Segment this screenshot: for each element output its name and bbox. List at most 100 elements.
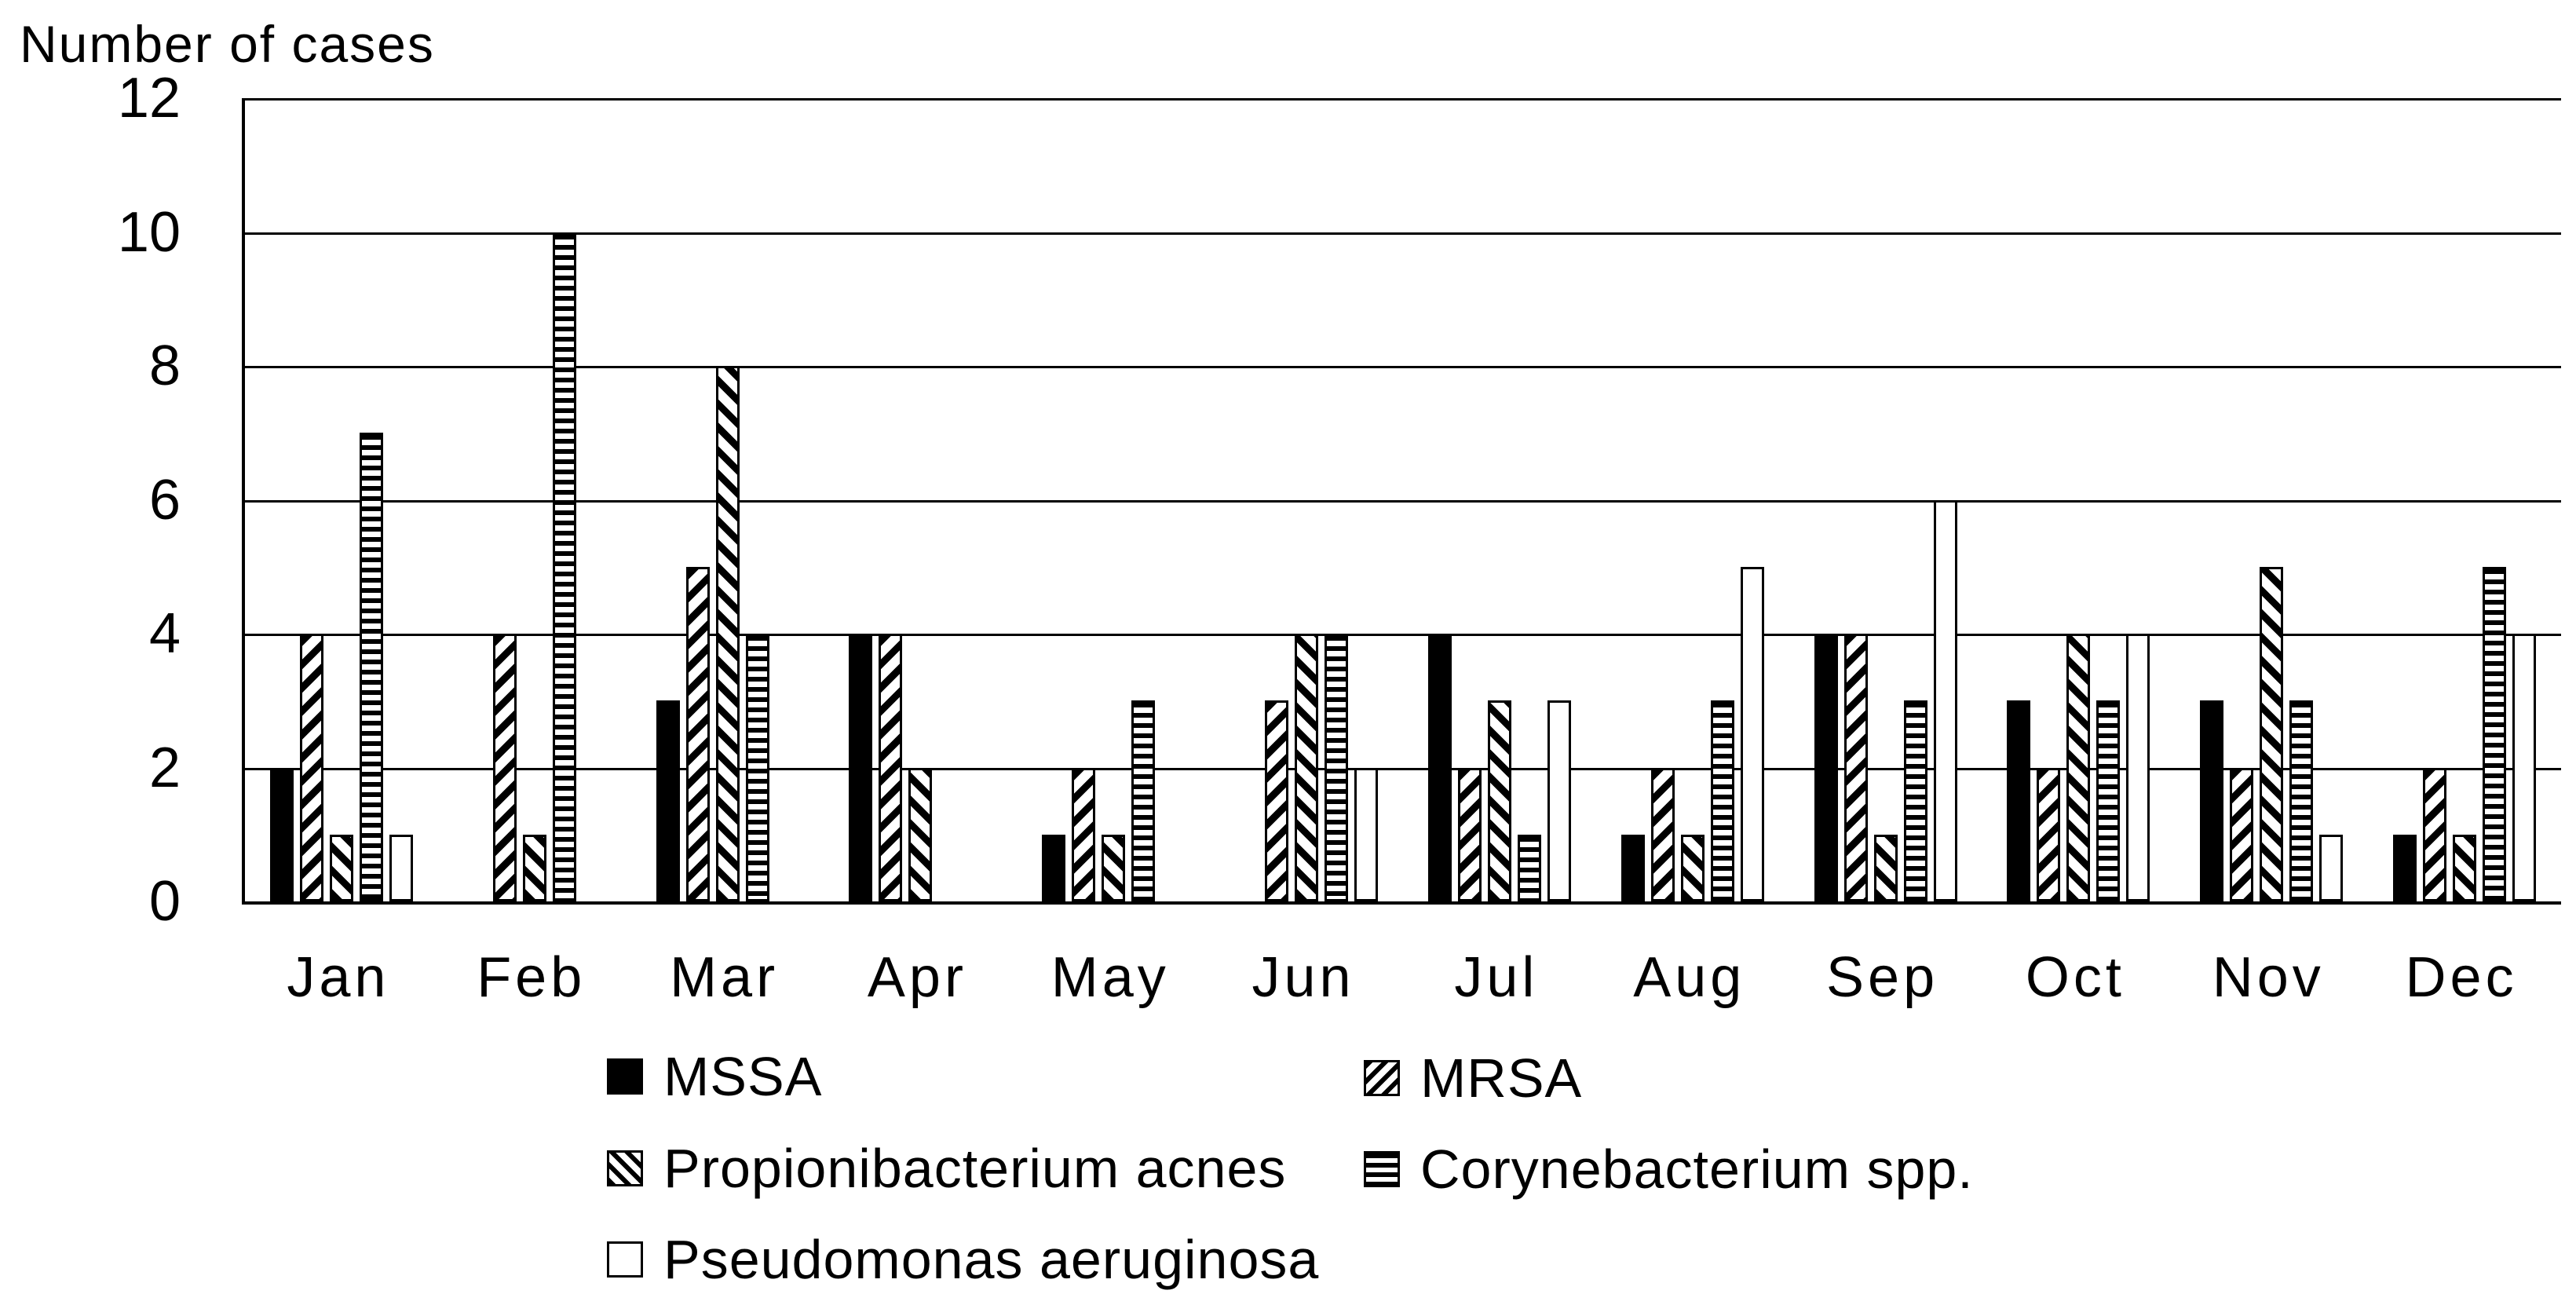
bar-mssa-nov (2200, 700, 2224, 901)
bar-propionibacterium-jun (1295, 634, 1319, 901)
bar-mrsa-nov (2230, 767, 2254, 901)
bar-mrsa-aug (1650, 767, 1675, 901)
gridline-6 (245, 499, 2561, 503)
bar-corynebacterium-sep (1903, 700, 1927, 901)
bar-mrsa-may (1072, 767, 1096, 901)
y-tick-label-0: 0 (148, 870, 181, 933)
bar-group-nov (2175, 98, 2368, 901)
legend-label: MSSA (663, 1046, 823, 1107)
x-tick-label-may: May (1050, 946, 1170, 1009)
x-tick-label-nov: Nov (2212, 946, 2325, 1009)
bar-propionibacterium-oct (2066, 634, 2091, 901)
bar-propionibacterium-feb (522, 834, 546, 901)
bar-propionibacterium-apr (908, 767, 933, 901)
bar-propionibacterium-jul (1487, 700, 1511, 901)
bar-mrsa-sep (1843, 634, 1868, 901)
legend-item-propionibacterium: Propionibacterium acnes (607, 1138, 1287, 1199)
x-tick-label-oct: Oct (2025, 946, 2125, 1009)
y-tick-label-8: 8 (148, 334, 181, 397)
gridline-12 (245, 98, 2561, 101)
bar-group-jan (245, 98, 438, 901)
bar-mssa-aug (1621, 834, 1645, 901)
bar-corynebacterium-oct (2096, 700, 2121, 901)
bar-group-jul (1403, 98, 1596, 901)
bar-pseudomonas-nov (2319, 834, 2344, 901)
x-tick-label-jan: Jan (287, 946, 390, 1009)
bar-corynebacterium-aug (1710, 700, 1734, 901)
bar-propionibacterium-mar (715, 366, 740, 901)
bar-group-may (1017, 98, 1210, 901)
bar-corynebacterium-mar (745, 634, 769, 901)
legend-label: Propionibacterium acnes (663, 1138, 1287, 1199)
bar-corynebacterium-feb (552, 232, 576, 901)
bar-corynebacterium-jun (1325, 634, 1349, 901)
legend-label: Corynebacterium spp. (1420, 1139, 1974, 1200)
bar-mssa-dec (2393, 834, 2417, 901)
gridline-8 (245, 366, 2561, 368)
bar-group-aug (1596, 98, 1789, 901)
legend-marker-diagonal-down-icon (1364, 1060, 1400, 1096)
bar-group-dec (2368, 98, 2561, 901)
y-tick-label-12: 12 (117, 67, 181, 130)
x-tick-label-sep: Sep (1826, 946, 1939, 1009)
bar-mssa-sep (1814, 634, 1838, 901)
gridline-2 (245, 767, 2561, 770)
x-tick-label-jul: Jul (1454, 946, 1539, 1009)
bar-pseudomonas-jul (1547, 700, 1571, 901)
bar-mssa-mar (656, 700, 680, 901)
bar-pseudomonas-oct (2126, 634, 2150, 901)
bar-mrsa-feb (492, 634, 517, 901)
bar-pseudomonas-jan (389, 834, 413, 901)
bar-pseudomonas-dec (2512, 634, 2537, 901)
bar-group-apr (824, 98, 1018, 901)
bar-mrsa-jun (1265, 700, 1289, 901)
bar-pseudomonas-jun (1354, 767, 1379, 901)
bar-pseudomonas-aug (1740, 566, 1764, 901)
legend-marker-solid-icon (607, 1058, 643, 1095)
bar-corynebacterium-nov (2289, 700, 2314, 901)
bar-group-jun (1210, 98, 1403, 901)
bar-mssa-jan (269, 767, 294, 901)
plot-area (242, 98, 2561, 905)
bar-group-mar (631, 98, 824, 901)
bar-mrsa-jan (299, 634, 323, 901)
bar-corynebacterium-jan (359, 433, 383, 901)
legend-item-mrsa: MRSA (1364, 1047, 1583, 1109)
y-tick-label-6: 6 (148, 468, 181, 532)
bar-corynebacterium-jul (1517, 834, 1541, 901)
bar-group-sep (1789, 98, 1982, 901)
x-tick-label-mar: Mar (670, 946, 780, 1009)
bar-propionibacterium-nov (2260, 566, 2284, 901)
bar-group-oct (1982, 98, 2176, 901)
bar-mssa-oct (2007, 700, 2031, 901)
x-tick-label-dec: Dec (2405, 946, 2518, 1009)
bar-propionibacterium-sep (1873, 834, 1898, 901)
legend-marker-outline-icon (607, 1241, 643, 1278)
legend-item-mssa: MSSA (607, 1046, 823, 1107)
bar-mrsa-mar (685, 566, 710, 901)
y-tick-label-4: 4 (148, 602, 181, 665)
legend-label: Pseudomonas aeruginosa (663, 1229, 1320, 1290)
x-tick-label-feb: Feb (477, 946, 586, 1009)
legend-label: MRSA (1420, 1047, 1583, 1109)
legend-marker-diagonal-up-icon (607, 1150, 643, 1186)
legend-item-pseudomonas: Pseudomonas aeruginosa (607, 1229, 1320, 1290)
legend-item-corynebacterium: Corynebacterium spp. (1364, 1139, 1974, 1200)
bar-mrsa-oct (2037, 767, 2061, 901)
bar-mrsa-jul (1457, 767, 1482, 901)
gridline-10 (245, 232, 2561, 235)
bar-mrsa-dec (2423, 767, 2447, 901)
x-tick-label-apr: Apr (867, 946, 967, 1009)
x-tick-label-aug: Aug (1633, 946, 1746, 1009)
bar-propionibacterium-jan (329, 834, 353, 901)
gridline-4 (245, 634, 2561, 636)
bar-propionibacterium-aug (1680, 834, 1705, 901)
bar-pseudomonas-sep (1933, 499, 1957, 901)
bar-corynebacterium-may (1131, 700, 1156, 901)
bar-propionibacterium-dec (2453, 834, 2477, 901)
bar-corynebacterium-dec (2483, 566, 2507, 901)
legend-marker-horizontal-icon (1364, 1151, 1400, 1187)
y-tick-label-2: 2 (148, 736, 181, 799)
bar-mssa-may (1042, 834, 1066, 901)
